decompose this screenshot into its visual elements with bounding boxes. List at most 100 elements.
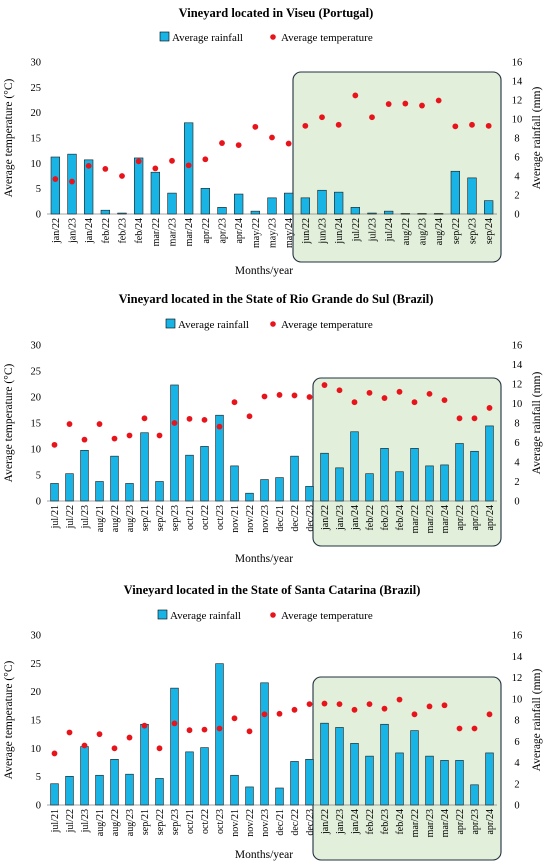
y-tick-left: 15 xyxy=(31,134,42,145)
rainfall-bar xyxy=(320,452,329,502)
rainfall-bar xyxy=(230,774,239,806)
temperature-point xyxy=(456,415,463,422)
x-tick-label: apr/23 xyxy=(218,218,229,244)
y-tick-left: 20 xyxy=(31,108,42,119)
x-tick-label: oct/22 xyxy=(200,809,211,834)
legend-temperature-label: Average temperature xyxy=(281,610,373,622)
rainfall-bar xyxy=(350,431,359,502)
rainfall-bar xyxy=(110,759,119,806)
y-tick-right: 14 xyxy=(512,360,523,371)
rainfall-bar xyxy=(485,752,494,806)
y-tick-left: 5 xyxy=(36,184,41,195)
y-tick-left: 5 xyxy=(36,471,41,482)
rainfall-bar xyxy=(380,723,389,806)
y-axis-right-label: Average rainfall (mm) xyxy=(531,87,543,190)
x-tick-label: apr/24 xyxy=(485,809,496,835)
rainfall-bar xyxy=(185,751,194,806)
rainfall-bar xyxy=(140,723,149,806)
temperature-point xyxy=(435,97,442,104)
chart-panel-santa-catarina: Vineyard located in the State of Santa C… xyxy=(3,583,543,861)
x-tick-label: mar/24 xyxy=(440,809,451,837)
y-tick-left: 20 xyxy=(31,393,42,404)
rainfall-bar xyxy=(350,743,359,806)
rainfall-bar xyxy=(125,483,134,502)
temperature-point xyxy=(366,701,373,708)
rainfall-bar xyxy=(185,454,194,502)
temperature-point xyxy=(426,390,433,397)
legend-rainfall-label: Average rainfall xyxy=(172,32,243,44)
temperature-point xyxy=(302,122,309,129)
x-tick-label: sep/24 xyxy=(484,218,495,244)
y-tick-right: 4 xyxy=(514,172,520,183)
x-tick-label: sep/21 xyxy=(140,809,151,835)
temperature-point xyxy=(186,415,193,422)
temperature-points xyxy=(52,92,492,185)
x-tick-label: nov/23 xyxy=(260,809,271,837)
rainfall-bar xyxy=(80,449,89,502)
chart-title: Vineyard located in the State of Santa C… xyxy=(124,583,421,597)
rainfall-bar xyxy=(215,414,224,502)
x-tick-label: nov/22 xyxy=(245,809,256,837)
y-tick-right: 6 xyxy=(514,737,519,748)
x-tick-label: oct/21 xyxy=(185,505,196,530)
temperature-point xyxy=(231,715,238,722)
rainfall-bar xyxy=(50,783,59,806)
temperature-point xyxy=(152,165,159,172)
temperature-point xyxy=(66,729,73,736)
x-tick-label: jul/22 xyxy=(65,505,76,529)
highlight-region xyxy=(312,377,502,547)
x-tick-label: dec/22 xyxy=(290,505,301,532)
temperature-point xyxy=(366,389,373,396)
temperature-point xyxy=(171,420,178,426)
x-tick-label: sep/22 xyxy=(155,809,166,835)
y-tick-left: 10 xyxy=(31,445,42,456)
x-tick-label: dec/22 xyxy=(290,809,301,836)
x-tick-label: feb/22 xyxy=(365,505,376,531)
rainfall-bar xyxy=(284,192,294,215)
y-axis-left-label: Average temperature (°C) xyxy=(3,363,15,482)
y-tick-left: 10 xyxy=(31,159,42,170)
x-tick-label: jan/24 xyxy=(84,218,95,244)
x-tick-label: mar/22 xyxy=(151,218,162,246)
rainfall-bar xyxy=(305,486,314,502)
x-tick-labels: jul/21 jul/22 jul/23 aug/21 aug/22 aug/23 sep/… xyxy=(50,809,496,837)
x-tick-label: jan/23 xyxy=(335,505,346,531)
rainfall-bar xyxy=(450,170,460,215)
temperature-point xyxy=(111,435,118,442)
x-tick-label: sep/23 xyxy=(468,218,479,244)
legend: Average rainfall Average temperature xyxy=(157,609,373,622)
rainfall-bar xyxy=(410,448,419,502)
y-axis-right-label: Average rainfall (mm) xyxy=(531,372,543,475)
temperature-point xyxy=(369,114,375,121)
y-tick-left: 30 xyxy=(31,631,42,642)
rainfall-bar xyxy=(260,682,269,806)
y-tick-left: 0 xyxy=(36,210,41,221)
y-tick-left: 25 xyxy=(31,659,42,670)
x-tick-label: nov/22 xyxy=(245,505,256,533)
y-tick-right: 6 xyxy=(514,438,519,449)
rainfall-bar xyxy=(170,687,179,806)
x-tick-label: apr/22 xyxy=(455,809,466,835)
x-axis-label: Months/year xyxy=(235,849,293,861)
y-tick-right: 0 xyxy=(514,801,519,812)
y-tick-left: 30 xyxy=(31,58,42,69)
temperature-point xyxy=(419,102,425,109)
rainfall-bar xyxy=(167,192,177,215)
x-tick-label: feb/23 xyxy=(380,505,391,531)
y-tick-right: 2 xyxy=(514,477,519,488)
x-tick-label: jan/22 xyxy=(51,218,62,244)
temperature-point xyxy=(51,750,58,757)
chart-title: Vineyard located in Viseu (Portugal) xyxy=(179,6,374,20)
x-tick-label: aug/24 xyxy=(434,218,445,245)
temperature-point xyxy=(276,392,283,398)
rainfall-bar xyxy=(50,483,59,502)
x-tick-label: mar/23 xyxy=(168,218,179,246)
x-tick-label: apr/24 xyxy=(234,218,245,244)
x-tick-label: feb/22 xyxy=(101,218,112,244)
rainfall-bar xyxy=(455,760,464,806)
rainfall-bar xyxy=(65,776,74,806)
temperature-point xyxy=(381,705,388,712)
rainfall-bar xyxy=(65,473,74,502)
x-tick-label: may/22 xyxy=(251,218,262,248)
temperature-point xyxy=(126,734,133,741)
